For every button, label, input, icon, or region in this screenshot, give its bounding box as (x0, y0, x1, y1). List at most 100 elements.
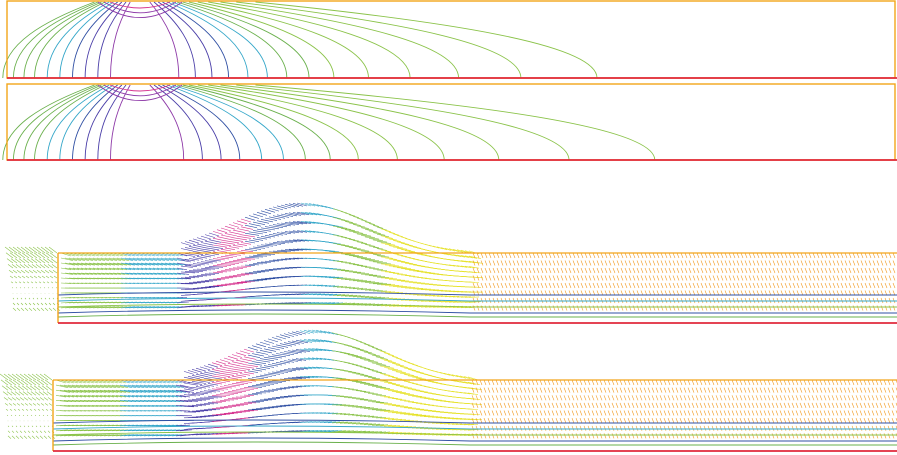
velocity-vector (472, 275, 476, 281)
velocity-vector (747, 395, 751, 401)
velocity-vector (22, 391, 29, 396)
velocity-vector (380, 235, 394, 239)
velocity-vector (715, 402, 719, 409)
velocity-vector (707, 425, 711, 431)
velocity-vector (828, 252, 832, 259)
velocity-vector (207, 389, 221, 392)
velocity-vector (136, 267, 148, 271)
velocity-vector (772, 282, 776, 289)
velocity-vector (284, 231, 296, 234)
velocity-vector (367, 369, 379, 372)
velocity-vector (479, 387, 483, 393)
velocity-vector (27, 397, 33, 401)
velocity-vector (191, 404, 203, 407)
velocity-vector (47, 397, 53, 401)
velocity-vector (183, 405, 195, 408)
velocity-vector (391, 356, 403, 360)
velocity-vector (808, 297, 812, 304)
velocity-vector (415, 403, 427, 405)
velocity-vector (300, 202, 312, 207)
velocity-vector (315, 430, 331, 433)
velocity-vector (335, 421, 349, 424)
velocity-vector (755, 379, 759, 386)
velocity-vector (223, 392, 239, 394)
velocity-vector (24, 403, 29, 406)
velocity-vector (716, 267, 720, 274)
velocity-vector (79, 384, 93, 388)
velocity-vector (604, 282, 608, 289)
velocity-vector (587, 425, 591, 431)
velocity-vector (308, 203, 320, 207)
velocity-vector (303, 385, 315, 387)
velocity-vector (612, 282, 616, 289)
velocity-vector (647, 410, 651, 416)
velocity-vector (800, 252, 804, 259)
velocity-vector (679, 433, 683, 439)
velocity-vector (68, 257, 82, 261)
velocity-vector (768, 305, 772, 311)
velocity-vector (123, 429, 137, 432)
velocity-vector (519, 417, 523, 424)
velocity-vector (683, 433, 687, 439)
velocity-vector (471, 417, 475, 424)
velocity-vector (683, 417, 687, 424)
velocity-vector (244, 248, 258, 251)
velocity-vector (831, 410, 835, 416)
velocity-vector (764, 267, 768, 274)
velocity-vector (411, 383, 423, 386)
velocity-vector (311, 357, 323, 360)
velocity-vector (571, 402, 575, 409)
velocity-vector (828, 305, 832, 311)
velocity-vector (187, 387, 199, 391)
velocity-vector (864, 267, 868, 274)
velocity-vector (855, 417, 859, 424)
velocity-vector (567, 402, 571, 409)
velocity-vector (152, 272, 166, 275)
streamline (52, 419, 897, 424)
velocity-vector (27, 430, 31, 434)
velocity-vector (267, 355, 283, 359)
velocity-vector (648, 260, 652, 266)
velocity-vector (739, 410, 743, 416)
velocity-vector (572, 260, 576, 266)
velocity-vector (715, 417, 719, 424)
velocity-vector (128, 272, 142, 275)
velocity-vector (192, 238, 204, 243)
contour-line (12, 1, 99, 79)
velocity-vector (443, 372, 455, 377)
velocity-vector (308, 212, 322, 216)
velocity-vector (736, 260, 740, 266)
velocity-vector (532, 252, 536, 259)
velocity-vector (675, 425, 679, 431)
contour-line (182, 84, 331, 161)
velocity-vector (895, 425, 897, 430)
velocity-vector (831, 387, 835, 393)
velocity-vector (695, 433, 699, 439)
velocity-vector (887, 433, 891, 439)
velocity-vector (635, 410, 639, 416)
velocity-vector (759, 379, 763, 386)
velocity-vector (819, 379, 823, 386)
velocity-vector (840, 305, 844, 311)
velocity-vector (695, 395, 699, 401)
velocity-vector (656, 282, 660, 289)
velocity-vector (347, 345, 361, 349)
velocity-vector (308, 293, 322, 295)
velocity-vector (791, 379, 795, 386)
velocity-vector (572, 267, 576, 274)
velocity-vector (400, 261, 414, 264)
velocity-vector (496, 297, 500, 304)
velocity-vector (844, 305, 848, 311)
velocity-vector (336, 244, 350, 247)
velocity-vector (787, 402, 791, 409)
velocity-vector (592, 267, 596, 274)
velocity-vector (483, 425, 487, 431)
velocity-vector (796, 252, 800, 259)
velocity-vector (148, 262, 164, 266)
velocity-vector (652, 267, 656, 274)
contour-line (182, 1, 310, 79)
velocity-vector (188, 264, 202, 267)
velocity-vector (555, 433, 559, 439)
velocity-vector (212, 258, 226, 261)
velocity-vector (479, 395, 483, 401)
